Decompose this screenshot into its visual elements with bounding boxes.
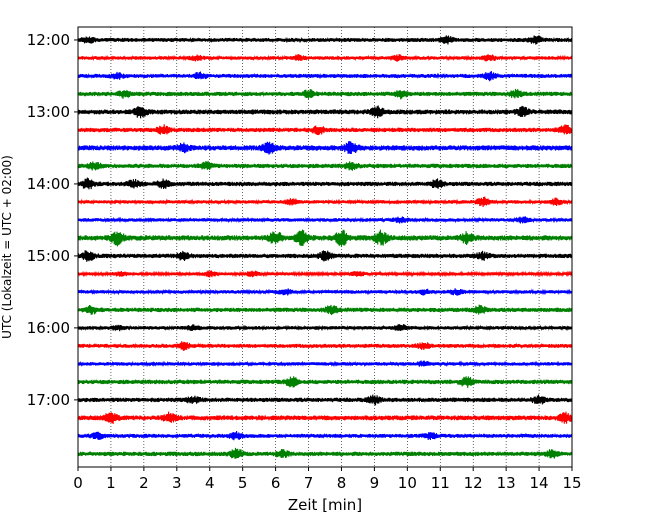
y-tick-label: 17:00 bbox=[27, 391, 70, 409]
trace-line bbox=[77, 177, 573, 190]
y-tick-label: 12:00 bbox=[27, 31, 70, 49]
x-tick-label: 7 bbox=[304, 474, 314, 492]
x-axis-label: Zeit [min] bbox=[288, 496, 362, 514]
trace-line bbox=[77, 304, 573, 316]
x-tick-label: 0 bbox=[73, 474, 83, 492]
trace-line bbox=[77, 376, 573, 388]
x-tick-label: 4 bbox=[205, 474, 215, 492]
trace-line bbox=[77, 124, 573, 136]
trace-line bbox=[77, 216, 573, 224]
trace-line bbox=[77, 105, 573, 119]
plot-frame bbox=[77, 26, 573, 468]
trace-line bbox=[77, 229, 573, 248]
trace-line bbox=[77, 196, 573, 208]
trace-line bbox=[77, 430, 573, 441]
x-tick-label: 12 bbox=[464, 474, 483, 492]
x-tick-label: 5 bbox=[238, 474, 248, 492]
x-tick-label: 9 bbox=[370, 474, 380, 492]
y-axis: 12:00 13:00 14:00 15:00 16:00 17:00 bbox=[27, 31, 78, 409]
trace-line bbox=[77, 160, 573, 171]
trace-line bbox=[77, 360, 573, 368]
trace-line bbox=[77, 288, 573, 296]
trace-line bbox=[77, 70, 573, 82]
trace-line bbox=[77, 250, 573, 262]
x-tick-label: 3 bbox=[172, 474, 182, 492]
trace-line bbox=[77, 53, 573, 62]
x-tick-label: 2 bbox=[139, 474, 149, 492]
x-tick-label: 13 bbox=[497, 474, 516, 492]
grid-lines bbox=[110, 27, 540, 467]
x-tick-label: 15 bbox=[562, 474, 581, 492]
trace-line bbox=[77, 411, 573, 425]
trace-line bbox=[77, 341, 573, 351]
x-tick-label: 6 bbox=[271, 474, 281, 492]
y-axis-label: UTC (Lokalzeit = UTC + 02:00) bbox=[0, 155, 14, 339]
trace-line bbox=[77, 35, 573, 45]
x-tick-label: 14 bbox=[530, 474, 549, 492]
trace-line bbox=[77, 88, 573, 100]
trace-group bbox=[77, 35, 573, 459]
y-tick-label: 16:00 bbox=[27, 319, 70, 337]
x-tick-label: 8 bbox=[337, 474, 347, 492]
trace-line bbox=[77, 447, 573, 459]
trace-line bbox=[77, 141, 573, 155]
x-tick-label: 10 bbox=[398, 474, 417, 492]
x-tick-label: 11 bbox=[431, 474, 450, 492]
trace-line bbox=[77, 323, 573, 332]
y-tick-label: 13:00 bbox=[27, 103, 70, 121]
x-axis: 0 1 2 3 4 5 6 7 8 9 10 11 12 13 14 15 bbox=[73, 467, 582, 492]
x-tick-label: 1 bbox=[106, 474, 116, 492]
y-tick-label: 15:00 bbox=[27, 247, 70, 265]
trace-line bbox=[77, 270, 573, 278]
trace-line bbox=[77, 394, 573, 406]
y-tick-label: 14:00 bbox=[27, 175, 70, 193]
